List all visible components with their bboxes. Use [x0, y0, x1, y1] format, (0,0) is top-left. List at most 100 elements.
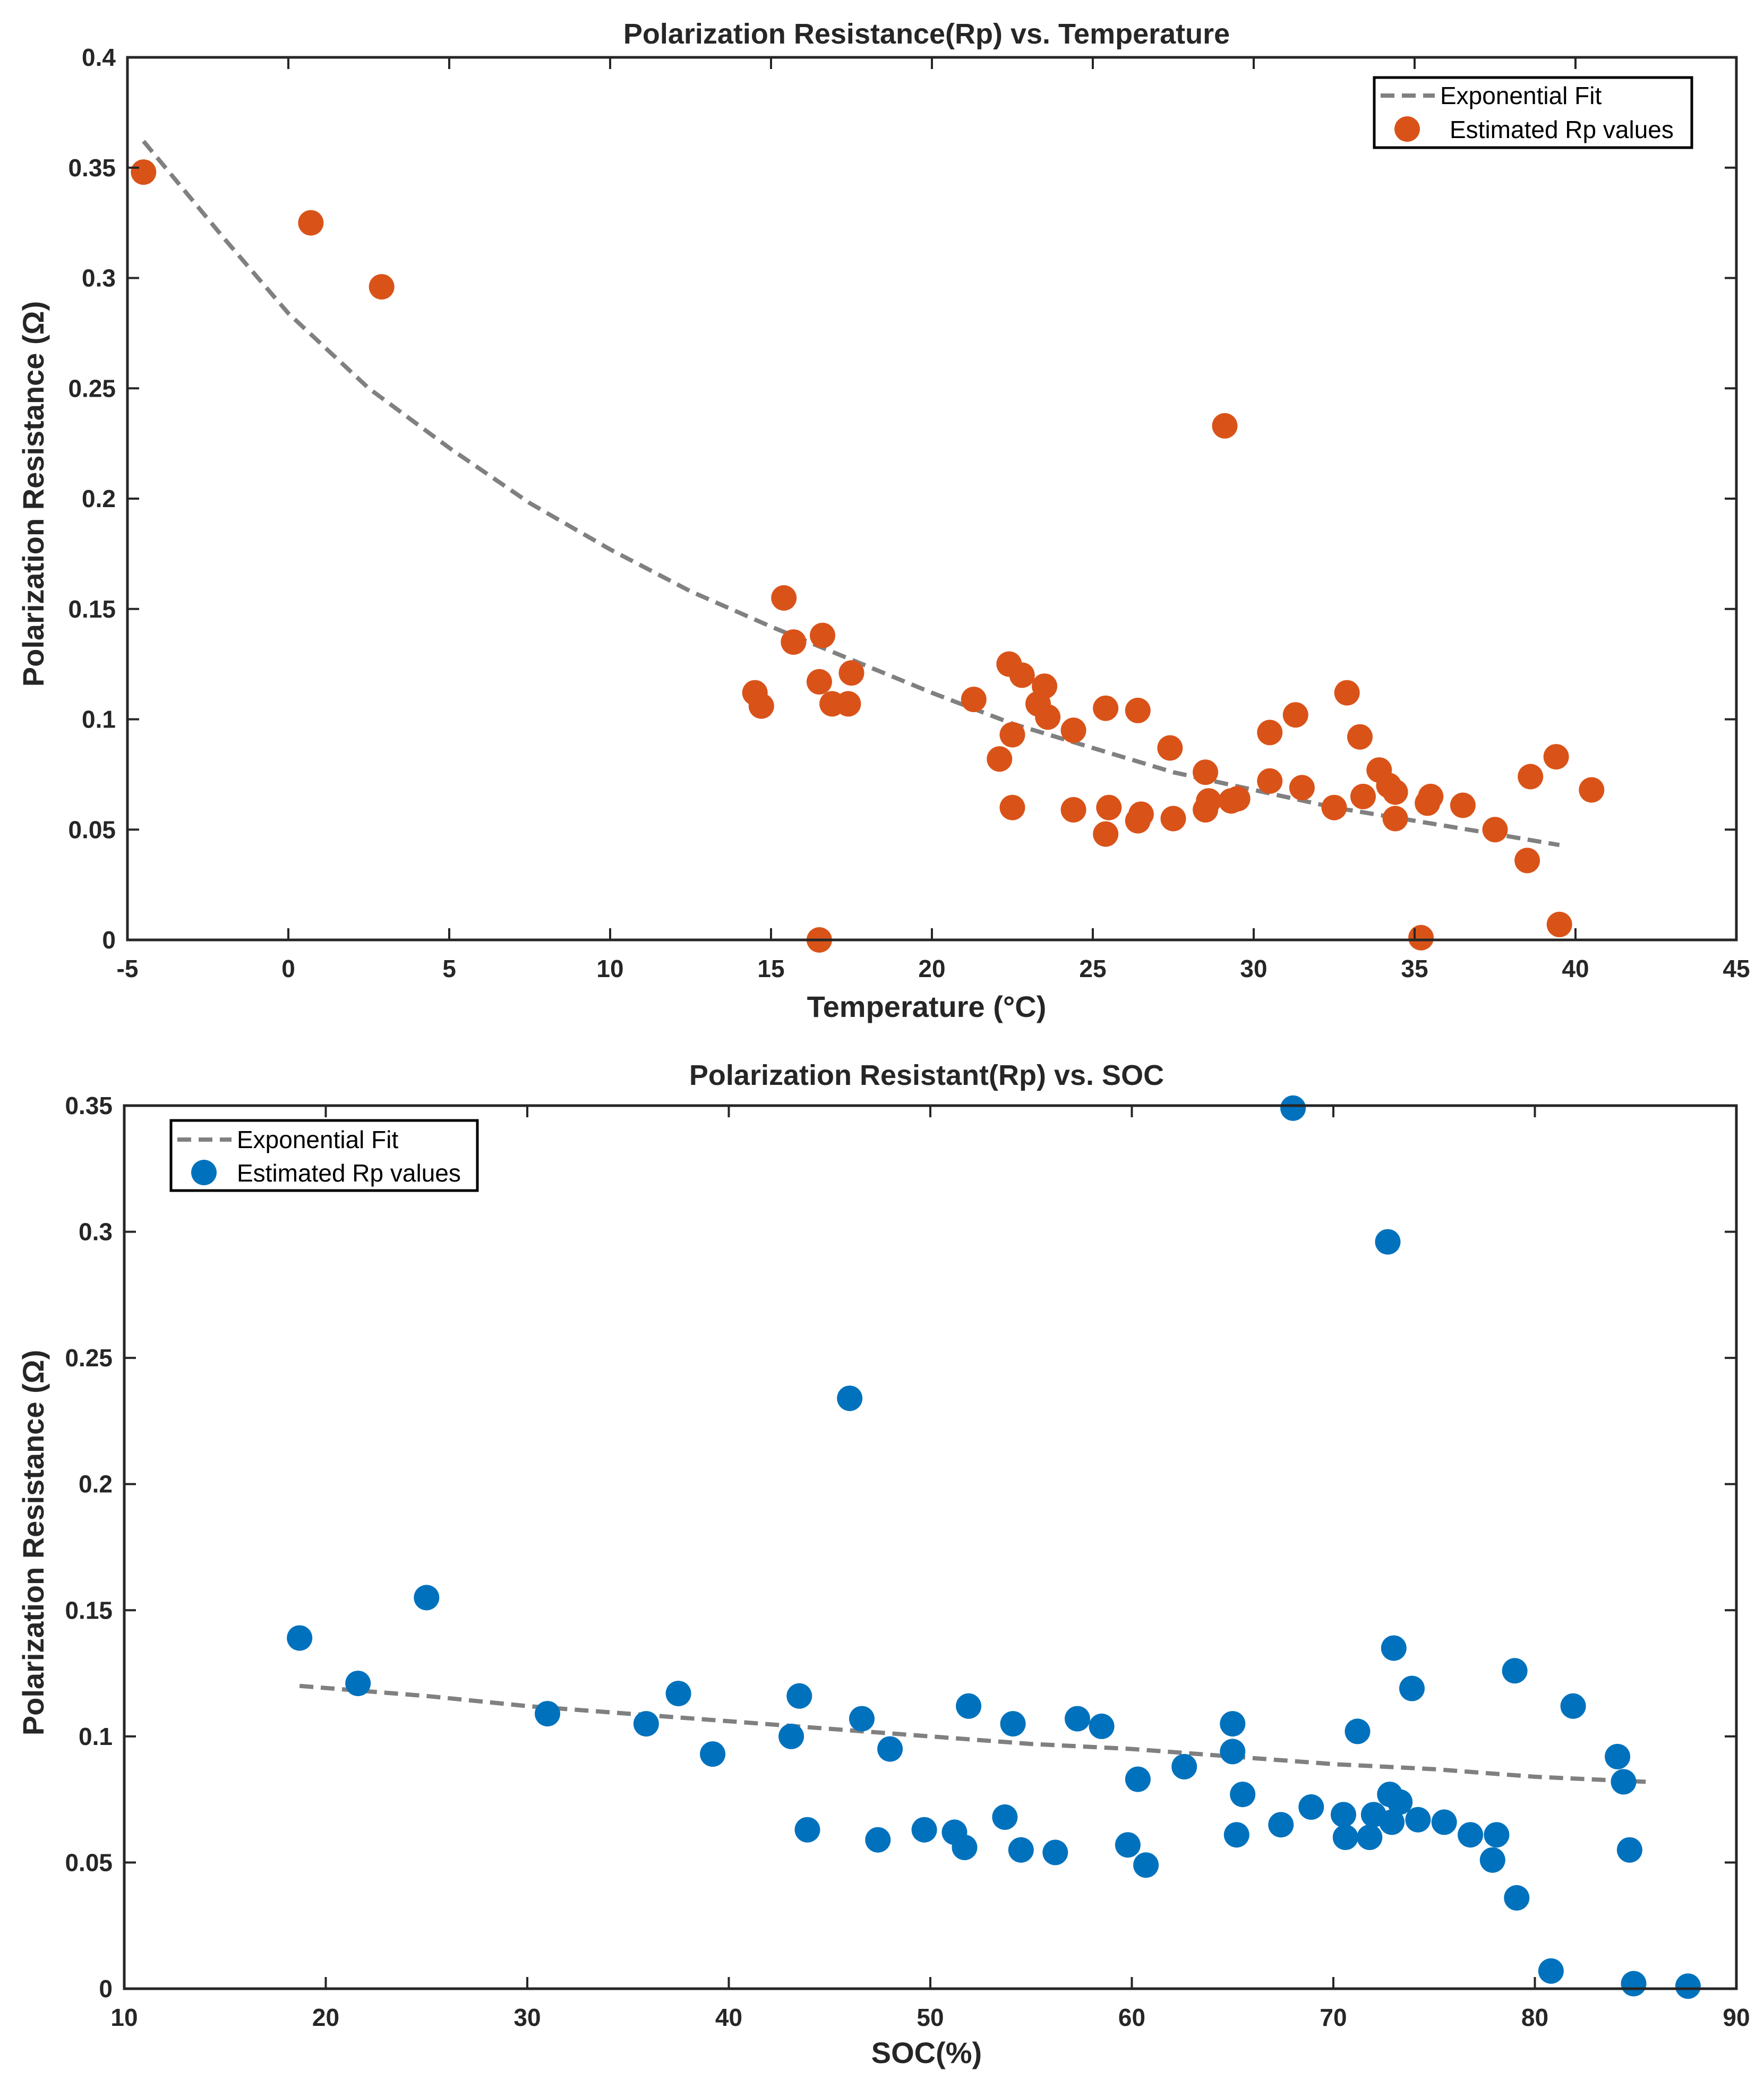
- data-point: [1224, 786, 1251, 812]
- data-point: [987, 746, 1013, 772]
- y-tick-label: 0.15: [68, 595, 116, 623]
- data-point: [1268, 1812, 1294, 1838]
- data-point: [1042, 1839, 1068, 1865]
- data-point: [1298, 1794, 1324, 1820]
- data-point: [1257, 720, 1283, 746]
- data-point: [1579, 777, 1605, 803]
- legend-fit-label: Exponential Fit: [237, 1126, 398, 1153]
- data-point: [771, 585, 797, 611]
- data-point: [1357, 1824, 1383, 1850]
- data-point: [1350, 783, 1376, 809]
- data-point: [1418, 783, 1444, 809]
- data-point: [287, 1625, 313, 1651]
- data-point: [1060, 717, 1086, 743]
- y-tick-label: 0.15: [65, 1596, 113, 1624]
- y-tick-label: 0.1: [82, 706, 116, 733]
- data-point: [1334, 680, 1360, 706]
- data-point: [1089, 1713, 1115, 1739]
- x-tick-label: 30: [1240, 955, 1267, 982]
- data-point: [1212, 413, 1238, 439]
- data-point: [1408, 925, 1434, 951]
- data-point: [1093, 821, 1119, 847]
- y-tick-label: 0.3: [82, 264, 116, 292]
- x-tick-label: 30: [513, 2004, 541, 2031]
- data-point: [1502, 1658, 1528, 1684]
- data-point: [1008, 1837, 1034, 1863]
- legend-fit-label: Exponential Fit: [1440, 82, 1602, 109]
- y-tick-label: 0: [102, 926, 116, 954]
- data-point: [1321, 794, 1347, 820]
- legend-points-swatch: [1394, 116, 1420, 142]
- data-point: [1220, 1711, 1246, 1737]
- data-point: [794, 1817, 820, 1843]
- x-tick-label: -5: [117, 955, 139, 982]
- y-tick-label: 0.25: [65, 1344, 113, 1372]
- data-point: [911, 1817, 937, 1843]
- legend-box: [169, 1119, 479, 1192]
- data-point: [961, 687, 987, 713]
- y-tick-label: 0.4: [82, 44, 116, 71]
- x-tick-label: 0: [281, 955, 295, 982]
- chart-rp-vs-soc: Polarization Resistant(Rp) vs. SOC SOC(%…: [16, 1059, 1750, 2069]
- data-point: [1504, 1885, 1530, 1911]
- data-point: [778, 1723, 804, 1749]
- data-point: [1399, 1675, 1425, 1701]
- x-tick-label: 10: [596, 955, 623, 982]
- data-point: [849, 1706, 875, 1732]
- data-point: [700, 1741, 726, 1767]
- data-point: [1387, 1789, 1413, 1815]
- y-tick-label: 0.05: [65, 1849, 113, 1876]
- data-point: [1125, 808, 1151, 834]
- x-tick-label: 10: [110, 2004, 138, 2031]
- data-point: [1009, 662, 1035, 688]
- data-point: [1000, 1711, 1026, 1737]
- data-point: [1223, 1822, 1249, 1848]
- data-point: [633, 1711, 659, 1737]
- data-point: [1431, 1809, 1457, 1835]
- points-layer: [131, 159, 1605, 953]
- x-tick-label: 5: [442, 955, 456, 982]
- data-point: [1157, 735, 1183, 761]
- x-tick-label: 35: [1401, 955, 1428, 982]
- data-point: [1289, 775, 1315, 801]
- data-point: [1160, 806, 1186, 832]
- data-point: [1605, 1743, 1631, 1769]
- x-tick-label: 40: [715, 2004, 742, 2031]
- data-point: [810, 622, 835, 648]
- data-point: [1125, 1766, 1151, 1792]
- data-point: [786, 1683, 812, 1709]
- data-point: [999, 794, 1025, 820]
- y-tick-label: 0.3: [79, 1218, 113, 1246]
- legend: Exponential Fit Estimated Rp values: [1373, 76, 1693, 149]
- x-tick-label: 45: [1723, 955, 1750, 982]
- plot-frame: [123, 1104, 1738, 1990]
- x-tick-label: 80: [1521, 2004, 1548, 2031]
- data-point: [1282, 702, 1308, 728]
- data-point: [1332, 1824, 1358, 1850]
- chart-title: Polarization Resistant(Rp) vs. SOC: [689, 1059, 1164, 1091]
- y-tick-label: 0.1: [79, 1723, 113, 1750]
- data-point: [956, 1693, 982, 1719]
- plot-frame: [126, 56, 1738, 942]
- y-axis-label: Polarization Resistance (Ω): [16, 1350, 50, 1735]
- x-axis-label: Temperature (°C): [807, 990, 1047, 1023]
- data-point: [837, 1385, 863, 1411]
- data-point: [1096, 794, 1122, 820]
- data-point: [1405, 1807, 1431, 1833]
- data-point: [877, 1736, 903, 1762]
- y-tick-label: 0.35: [65, 1092, 113, 1119]
- data-point: [1382, 779, 1408, 805]
- data-point: [1514, 848, 1540, 874]
- y-axis-label: Polarization Resistance (Ω): [16, 301, 50, 687]
- data-point: [665, 1681, 691, 1707]
- data-point: [1543, 744, 1569, 770]
- data-point: [835, 691, 861, 717]
- chart-title: Polarization Resistance(Rp) vs. Temperat…: [623, 18, 1230, 50]
- data-point: [865, 1827, 891, 1853]
- data-point: [1125, 697, 1151, 723]
- x-tick-label: 20: [312, 2004, 339, 2031]
- data-point: [999, 722, 1025, 748]
- x-axis-label: SOC(%): [871, 2036, 982, 2069]
- data-point: [1345, 1718, 1371, 1744]
